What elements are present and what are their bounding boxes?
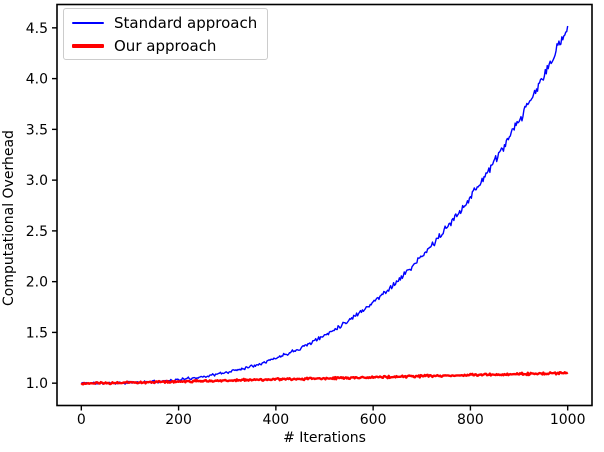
x-tick-label-0: 0 <box>77 412 86 428</box>
y-tick-label-3: 3.0 <box>26 173 48 189</box>
plot-border <box>56 3 593 407</box>
x-tick-label-1000: 1000 <box>550 412 586 428</box>
y-tick-label-1: 1.0 <box>26 376 48 392</box>
legend-line-standard-approach-icon <box>72 21 104 24</box>
series-line-our-approach <box>80 370 569 386</box>
y-tick-label-4: 4.0 <box>26 72 48 88</box>
x-tick-label-200: 200 <box>165 412 192 428</box>
y-tick-label-1.5: 1.5 <box>26 325 48 341</box>
legend-item-our-approach: Our approach <box>72 34 257 57</box>
y-tick-label-3.5: 3.5 <box>26 122 48 138</box>
x-tick-label-600: 600 <box>360 412 387 428</box>
series-line-standard-approach <box>81 25 569 385</box>
y-axis-label: Computational Overhead <box>1 130 17 306</box>
y-tick-label-4.5: 4.5 <box>26 21 48 37</box>
x-tick-label-800: 800 <box>457 412 484 428</box>
legend-line-our-approach-icon <box>72 43 104 48</box>
y-tick-label-2: 2.0 <box>26 275 48 291</box>
x-axis-label: # Iterations <box>283 430 366 446</box>
legend: Standard approach Our approach <box>63 8 269 60</box>
legend-label-our-approach: Our approach <box>114 36 217 55</box>
legend-label-standard-approach: Standard approach <box>114 13 258 32</box>
y-tick-label-2.5: 2.5 <box>26 224 48 240</box>
x-tick-label-400: 400 <box>262 412 289 428</box>
legend-item-standard-approach: Standard approach <box>72 11 257 34</box>
